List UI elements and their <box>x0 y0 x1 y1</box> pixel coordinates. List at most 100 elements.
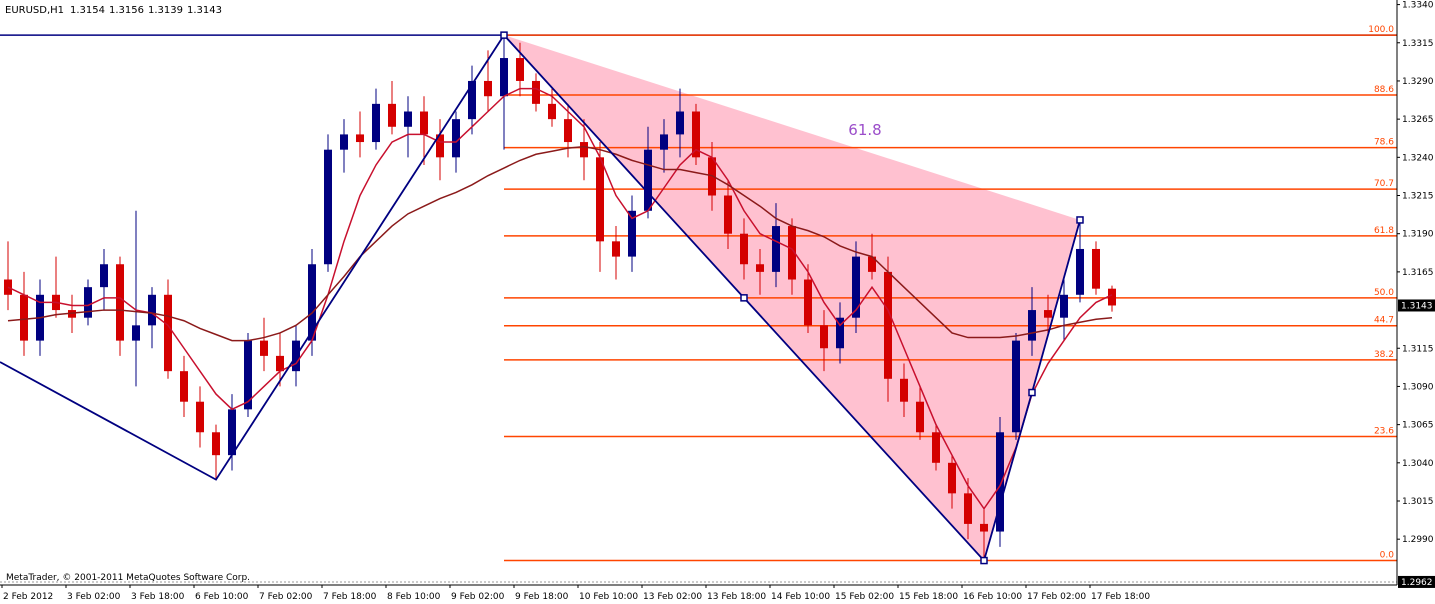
x-tick-label: 3 Feb 18:00 <box>131 592 185 602</box>
y-tick-label: 1.3265 <box>1402 115 1434 125</box>
x-tick-label: 14 Feb 10:00 <box>771 592 830 602</box>
pattern-point <box>1076 216 1084 224</box>
y-tick-label: 1.3215 <box>1402 192 1434 202</box>
candle-body <box>484 80 492 97</box>
x-tick-label: 17 Feb 02:00 <box>1027 592 1086 602</box>
candle-body <box>644 149 652 211</box>
open: 1.3154 <box>70 5 105 16</box>
candle-body <box>948 462 956 494</box>
x-tick-label: 15 Feb 02:00 <box>835 592 894 602</box>
y-tick-label: 1.3115 <box>1402 344 1434 354</box>
candle-body <box>132 325 140 341</box>
candle-body <box>676 111 684 135</box>
candle-body <box>244 340 252 410</box>
y-tick-label: 1.3165 <box>1402 268 1434 278</box>
symbol: EURUSD,H1 <box>5 5 64 16</box>
candle-body <box>164 294 172 372</box>
candle-body <box>596 157 604 242</box>
high: 1.3156 <box>109 5 144 16</box>
x-tick-label: 10 Feb 10:00 <box>579 592 638 602</box>
candle-body <box>852 256 860 318</box>
candle-body <box>356 134 364 143</box>
x-tick-label: 3 Feb 02:00 <box>67 592 121 602</box>
candle-body <box>1060 294 1068 318</box>
candle-body <box>628 210 636 257</box>
ask-price-label: 1.2962 <box>1401 578 1433 588</box>
candle-body <box>1092 248 1100 289</box>
candle-body <box>660 134 668 150</box>
x-tick-label: 8 Feb 10:00 <box>387 592 441 602</box>
last-price-label: 1.3143 <box>1401 301 1433 311</box>
candle-body <box>788 226 796 280</box>
fib-level-label: 70.7 <box>1374 179 1394 189</box>
x-tick-label: 17 Feb 18:00 <box>1091 592 1150 602</box>
candle-body <box>468 80 476 120</box>
candle-body <box>372 103 380 143</box>
candle-body <box>1108 288 1116 306</box>
candle-body <box>612 241 620 257</box>
candle-body <box>1076 248 1084 295</box>
candle-body <box>404 111 412 127</box>
fib-level-label: 50.0 <box>1374 288 1394 298</box>
y-tick-label: 1.3315 <box>1402 39 1434 49</box>
candle-body <box>900 378 908 402</box>
candle-body <box>212 432 220 456</box>
candle-body <box>68 310 76 318</box>
y-tick-label: 1.3040 <box>1402 459 1434 469</box>
candle-body <box>452 119 460 158</box>
candle-body <box>980 523 988 532</box>
y-tick-label: 1.2990 <box>1402 535 1434 545</box>
candle-body <box>84 287 92 318</box>
y-tick-label: 1.3190 <box>1402 230 1434 240</box>
candle-body <box>532 80 540 104</box>
y-tick-label: 1.3290 <box>1402 77 1434 87</box>
candle-body <box>868 256 876 272</box>
candle-body <box>276 355 284 372</box>
last-price-box <box>1398 299 1435 312</box>
candle-body <box>228 409 236 456</box>
candle-body <box>772 226 780 272</box>
chart-header: EURUSD,H1 1.3154 1.3156 1.3139 1.3143 <box>5 5 222 16</box>
x-tick-label: 2 Feb 2012 <box>3 592 53 602</box>
candle-body <box>692 111 700 158</box>
y-tick-label: 1.3240 <box>1402 153 1434 163</box>
annotation: 61.8 <box>848 121 881 139</box>
candle-body <box>4 279 12 295</box>
candle-body <box>308 264 316 341</box>
candle-body <box>836 317 844 349</box>
x-tick-label: 13 Feb 18:00 <box>707 592 766 602</box>
candle-body <box>884 271 892 379</box>
fib-level-label: 38.2 <box>1374 350 1394 360</box>
candle-body <box>1012 340 1020 433</box>
candle-body <box>100 264 108 288</box>
candle-body <box>324 149 332 265</box>
candle-body <box>548 103 556 120</box>
candle-body <box>804 279 812 326</box>
candle-body <box>180 371 188 402</box>
y-tick-label: 1.3065 <box>1402 421 1434 431</box>
candle-body <box>724 195 732 234</box>
candle-body <box>756 264 764 272</box>
x-tick-label: 16 Feb 10:00 <box>963 592 1022 602</box>
fib-level-label: 0.0 <box>1380 551 1395 561</box>
candle-body <box>580 142 588 158</box>
pattern-point <box>500 31 508 39</box>
fib-level-label: 88.6 <box>1374 85 1394 95</box>
fib-level-label: 44.7 <box>1374 316 1394 326</box>
close: 1.3143 <box>187 5 222 16</box>
low: 1.3139 <box>148 5 183 16</box>
x-tick-label: 7 Feb 02:00 <box>259 592 313 602</box>
candle-body <box>996 432 1004 532</box>
candle-body <box>500 58 508 97</box>
candle-body <box>1044 310 1052 318</box>
x-tick-label: 7 Feb 18:00 <box>323 592 377 602</box>
x-tick-label: 15 Feb 18:00 <box>899 592 958 602</box>
fib-level-label: 100.0 <box>1368 25 1394 35</box>
candle-body <box>388 103 396 127</box>
pattern-point <box>740 294 748 302</box>
candle-body <box>420 111 428 135</box>
candle-body <box>932 432 940 463</box>
candle-body <box>564 119 572 143</box>
y-tick-label: 1.3015 <box>1402 497 1434 507</box>
